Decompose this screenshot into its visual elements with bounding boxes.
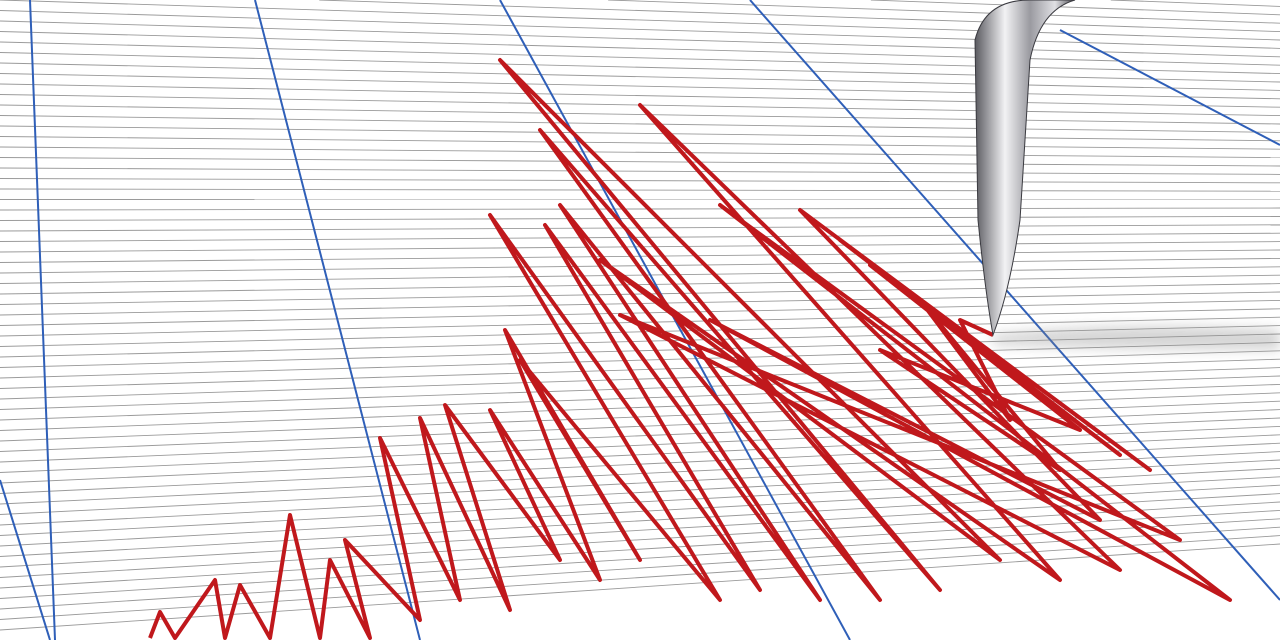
grid-line (0, 425, 1280, 484)
grid-line (0, 493, 1280, 568)
grid-line (0, 178, 1280, 184)
grid-line (0, 266, 1280, 284)
needle-icon (974, 0, 1076, 337)
grid-line (0, 10, 1280, 49)
grid-line (0, 383, 1280, 431)
grid-line (0, 459, 1280, 526)
grid-line (0, 535, 1280, 620)
grid-line (319, 0, 1280, 33)
grid-line (0, 104, 1280, 125)
blue-line (0, 479, 51, 640)
grid-line (0, 451, 1280, 515)
grid-line (0, 125, 1280, 142)
grid-line (0, 52, 1280, 83)
grid-line (0, 316, 1280, 347)
grid-line (0, 207, 1280, 211)
grid-line (0, 274, 1280, 295)
grid-line (0, 62, 1280, 91)
grid-line (0, 146, 1280, 159)
trace-line (148, 58, 1232, 640)
grid-line (608, 0, 1280, 24)
grid-line (0, 157, 1280, 167)
grid-line (0, 375, 1280, 421)
grid-line (0, 283, 1280, 305)
grid-line (0, 188, 1280, 192)
grid-line (0, 115, 1280, 133)
grid-line (0, 341, 1280, 379)
grid-line (0, 41, 1280, 75)
grid-line (0, 299, 1280, 326)
grid-line (0, 484, 1280, 557)
grid-line (0, 392, 1280, 442)
blue-line (29, 0, 56, 640)
grid-line (0, 73, 1280, 100)
grid-line (0, 167, 1280, 175)
grid-line (0, 543, 1280, 631)
grid-line (0, 215, 1280, 221)
grid-line (0, 20, 1280, 58)
blue-line (749, 0, 1280, 601)
grid-line (0, 442, 1280, 505)
grid-line (0, 501, 1280, 578)
grid-line (870, 0, 1280, 16)
grid-line (1110, 0, 1280, 7)
grid-line (0, 31, 1280, 66)
grid-line (0, 83, 1280, 108)
grid-line (0, 358, 1280, 400)
blue-line (254, 0, 421, 640)
grid-line (0, 232, 1280, 242)
grid-line (0, 136, 1280, 150)
blue-line (1059, 29, 1280, 146)
grid-line (0, 509, 1280, 589)
grid-line (0, 417, 1280, 473)
needle-shadow (990, 326, 1280, 350)
seismic-trace (148, 58, 1232, 640)
